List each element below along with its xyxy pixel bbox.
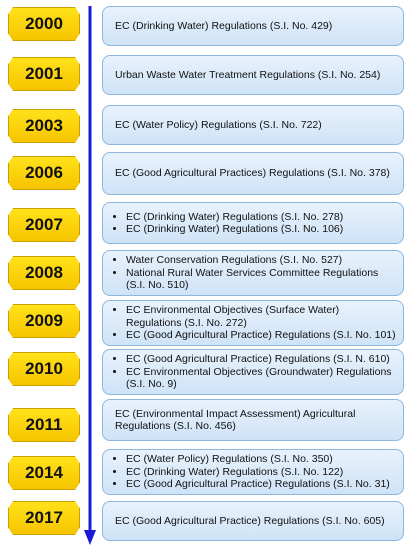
year-label-2017: 2017 [8,501,80,535]
regulation-item: EC Environmental Objectives (Surface Wat… [126,304,397,329]
regulation-item: National Rural Water Services Committee … [126,267,397,292]
regulation-box-2014: EC (Water Policy) Regulations (S.I. No. … [102,449,404,495]
year-label-2000: 2000 [8,7,80,41]
regulation-text: Urban Waste Water Treatment Regulations … [115,68,381,81]
regulation-box-2000: EC (Drinking Water) Regulations (S.I. No… [102,6,404,46]
regulation-list: Water Conservation Regulations (S.I. No.… [113,254,397,292]
regulation-box-2007: EC (Drinking Water) Regulations (S.I. No… [102,202,404,244]
regulation-item: Water Conservation Regulations (S.I. No.… [126,254,397,267]
regulation-item: EC (Water Policy) Regulations (S.I. No. … [126,453,397,466]
regulation-box-2010: EC (Good Agricultural Practice) Regulati… [102,349,404,395]
year-label-2001: 2001 [8,57,80,91]
regulation-list: EC (Drinking Water) Regulations (S.I. No… [113,211,397,236]
regulation-box-2008: Water Conservation Regulations (S.I. No.… [102,250,404,296]
regulation-item: EC (Drinking Water) Regulations (S.I. No… [126,211,397,224]
regulation-text: EC (Good Agricultural Practices) Regulat… [115,167,390,180]
year-label-2011: 2011 [8,408,80,442]
regulation-item: EC (Drinking Water) Regulations (S.I. No… [126,223,397,236]
regulation-item: EC Environmental Objectives (Groundwater… [126,366,397,391]
year-label-2008: 2008 [8,256,80,290]
year-label-2014: 2014 [8,456,80,490]
year-label-2009: 2009 [8,304,80,338]
year-label-2007: 2007 [8,208,80,242]
regulation-item: EC (Good Agricultural Practice) Regulati… [126,478,397,491]
regulation-text: EC (Water Policy) Regulations (S.I. No. … [115,118,322,131]
regulation-item: EC (Good Agricultural Practice) Regulati… [126,353,397,366]
year-label-2006: 2006 [8,156,80,190]
regulation-box-2017: EC (Good Agricultural Practice) Regulati… [102,501,404,541]
regulation-box-2003: EC (Water Policy) Regulations (S.I. No. … [102,105,404,145]
regulation-box-2009: EC Environmental Objectives (Surface Wat… [102,300,404,346]
regulation-text: EC (Drinking Water) Regulations (S.I. No… [115,19,333,32]
regulation-list: EC (Water Policy) Regulations (S.I. No. … [113,453,397,491]
regulation-item: EC (Good Agricultural Practice) Regulati… [126,329,397,342]
regulation-list: EC Environmental Objectives (Surface Wat… [113,304,397,342]
year-label-2003: 2003 [8,109,80,143]
regulation-text: EC (Environmental Impact Assessment) Agr… [115,407,356,433]
regulation-box-2001: Urban Waste Water Treatment Regulations … [102,55,404,95]
regulation-list: EC (Good Agricultural Practice) Regulati… [113,353,397,391]
regulation-item: EC (Drinking Water) Regulations (S.I. No… [126,466,397,479]
regulation-text: EC (Good Agricultural Practice) Regulati… [115,514,385,527]
year-label-2010: 2010 [8,352,80,386]
timeline-arrow-head [84,530,96,545]
regulation-box-2006: EC (Good Agricultural Practices) Regulat… [102,152,404,195]
regulation-box-2011: EC (Environmental Impact Assessment) Agr… [102,399,404,441]
